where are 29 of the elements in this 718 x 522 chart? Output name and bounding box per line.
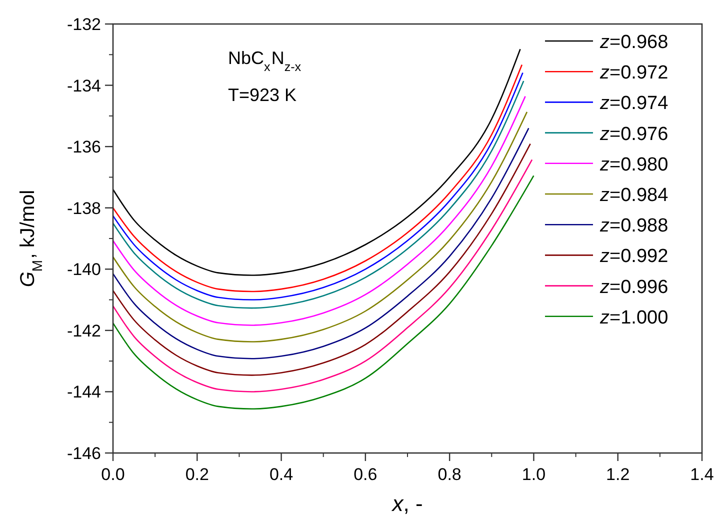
y-tick-label: -132 <box>66 15 101 34</box>
x-tick-label: 0.8 <box>438 465 462 484</box>
x-tick-label: 0.6 <box>354 465 378 484</box>
annotation: NbC$_{x}$N$_{z-x}$ <box>228 48 302 74</box>
legend-label: z=0.988 <box>599 216 668 237</box>
y-tick-label: -134 <box>66 76 101 96</box>
legend-label: z=0.974 <box>599 93 669 114</box>
legend-label: z=0.992 <box>599 246 668 268</box>
legend-label: z=0.996 <box>599 276 668 298</box>
annotation: T=923 K <box>228 85 297 105</box>
y-tick-label: -136 <box>66 138 101 157</box>
x-tick-label: 0.2 <box>185 465 209 484</box>
y-tick-label: -146 <box>66 444 101 463</box>
legend-label: z=0.972 <box>599 62 668 84</box>
y-tick-label: -144 <box>66 382 101 402</box>
y-tick-label: -142 <box>66 321 101 340</box>
legend-label: z=0.980 <box>599 154 668 176</box>
legend-label: z=0.968 <box>599 32 668 53</box>
y-tick-label: -140 <box>66 260 101 280</box>
x-axis-title: x, - <box>391 491 423 516</box>
y-tick-label: -138 <box>66 198 101 218</box>
x-tick-label: 1.4 <box>690 465 714 484</box>
x-tick-label: 0.0 <box>101 465 125 484</box>
legend-label: z=0.984 <box>599 185 669 206</box>
x-tick-label: 1.0 <box>522 465 546 484</box>
legend-label: z=1.000 <box>599 307 668 328</box>
x-tick-label: 1.2 <box>606 465 630 484</box>
x-tick-label: 0.4 <box>269 465 294 484</box>
legend-label: z=0.976 <box>599 124 668 145</box>
